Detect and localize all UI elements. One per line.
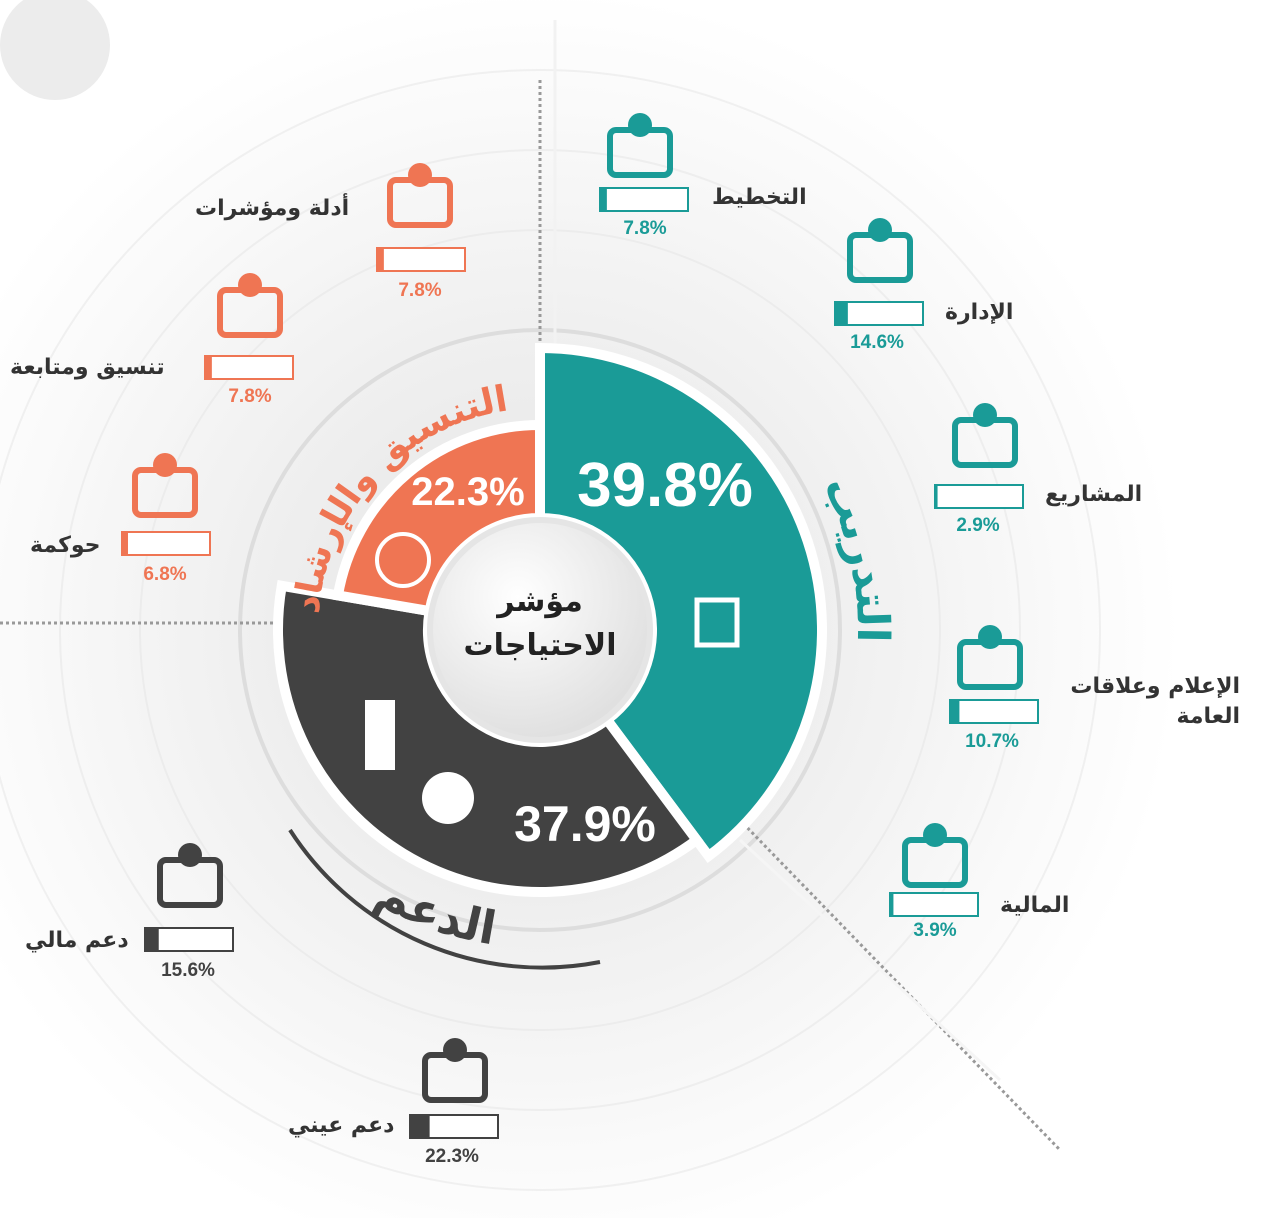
center-line: مؤشر <box>497 584 583 619</box>
item-bar <box>145 928 159 951</box>
item-name: المالية <box>1000 893 1070 918</box>
item-icon <box>153 453 177 477</box>
item-name: تنسيق ومتابعة <box>10 355 165 380</box>
item-icon <box>178 843 202 867</box>
item-value-label: 7.8% <box>623 218 667 239</box>
item-name: التخطيط <box>712 185 807 210</box>
item-value-label: 7.8% <box>398 280 442 301</box>
item-icon <box>238 273 262 297</box>
item-value-label: 22.3% <box>425 1146 479 1167</box>
item-bar-track <box>376 247 466 272</box>
item-bar-track <box>949 699 1039 724</box>
item-name: دعم عيني <box>288 1113 395 1138</box>
item-value-label: 7.8% <box>228 386 272 407</box>
item-name: دعم مالي <box>25 928 129 953</box>
item-bar-track <box>834 301 924 326</box>
item-bar-track <box>204 355 294 380</box>
items <box>121 113 1039 1139</box>
item-bar <box>122 532 128 555</box>
item-bar <box>205 356 212 379</box>
segment-value-label: 22.3% <box>411 470 525 514</box>
item-value-label: 6.8% <box>143 564 187 585</box>
item-value-label: 2.9% <box>956 515 1000 536</box>
item-name: حوكمة <box>30 533 101 558</box>
arc-decoration <box>288 828 601 970</box>
item-value-label: 10.7% <box>965 731 1019 752</box>
item-bar-track <box>121 531 211 556</box>
item-name: الإعلام وعلاقات العامة <box>1070 674 1240 729</box>
item-value-label: 15.6% <box>161 960 215 981</box>
item-value-label: 14.6% <box>850 332 904 353</box>
item-icon <box>978 625 1002 649</box>
item-icon <box>628 113 652 137</box>
item-bar <box>835 302 848 325</box>
item-bar <box>890 893 894 916</box>
segment-icon <box>375 532 431 588</box>
center-label: مؤشر الاحتياجات <box>440 580 640 668</box>
item-bar <box>600 188 607 211</box>
item-value-label: 3.9% <box>913 920 957 941</box>
segment-value-label: 39.8% <box>577 451 753 520</box>
item-bar <box>410 1115 430 1138</box>
item-icon <box>868 218 892 242</box>
item-icon <box>923 823 947 847</box>
item-bar-track <box>599 187 689 212</box>
segment-value-label: 37.9% <box>514 796 656 852</box>
item-bar <box>377 248 384 271</box>
item-bar-track <box>889 892 979 917</box>
item-bar <box>935 485 938 508</box>
item-name: أدلة ومؤشرات <box>195 196 350 221</box>
segment-icon <box>694 597 740 648</box>
item-name: المشاريع <box>1045 482 1143 507</box>
center-line: الاحتياجات <box>463 628 617 663</box>
item-bar-track <box>934 484 1024 509</box>
item-icon <box>408 163 432 187</box>
item-icon <box>973 403 997 427</box>
item-icon <box>443 1038 467 1062</box>
segment-icon <box>422 772 474 824</box>
center-circle <box>427 517 653 743</box>
segment-icon <box>365 700 395 770</box>
item-name: الإدارة <box>945 300 1014 325</box>
item-bar <box>950 700 960 723</box>
